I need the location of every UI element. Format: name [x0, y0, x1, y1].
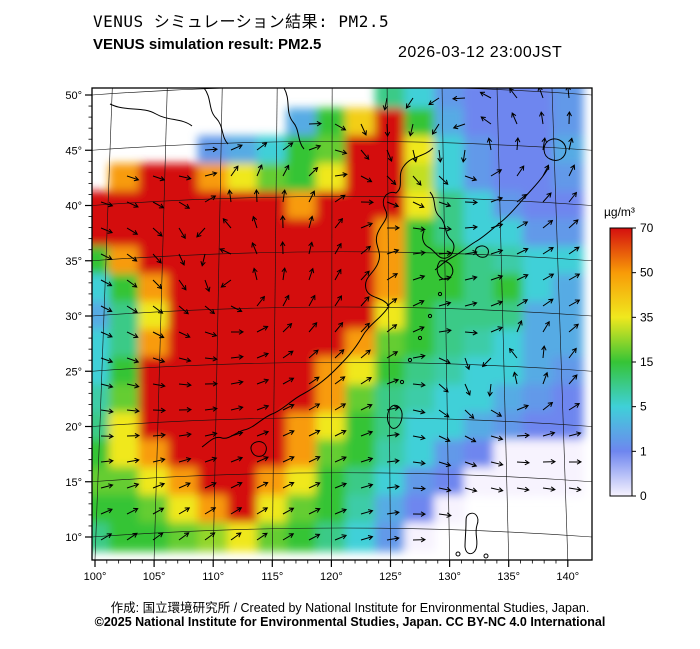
lat-tick-label: 35°: [65, 256, 82, 268]
coastline: [250, 441, 267, 457]
graticule-meridian: [496, 88, 509, 560]
graticule-meridian: [441, 88, 450, 560]
coastline: [475, 245, 489, 258]
colorbar-tick-label: 15: [640, 355, 654, 369]
graticule: [92, 88, 592, 560]
island-outline: [417, 335, 423, 341]
coastlines: [109, 88, 567, 559]
graticule-parallel: [92, 140, 592, 151]
graticule-parallel: [92, 251, 592, 262]
lat-tick-label: 25°: [65, 366, 82, 378]
lat-tick-label: 40°: [65, 201, 82, 213]
graticule-parallel: [92, 88, 592, 96]
timestamp: 2026-03-12 23:00JST: [398, 44, 563, 61]
coastline: [387, 404, 403, 429]
island-outline: [399, 379, 405, 385]
graticule-parallel: [92, 417, 592, 427]
lon-tick-label: 105°: [143, 571, 166, 583]
coastline: [201, 147, 434, 448]
license-line: ©2025 National Institute for Environment…: [94, 615, 606, 629]
graticule-parallel: [92, 196, 592, 206]
coastline: [203, 88, 229, 145]
colorbar: 70 50 35 15 5 1 0 µg/m³: [604, 205, 654, 503]
coastline: [434, 166, 550, 271]
colorbar-tick-label: 50: [640, 266, 654, 280]
lon-tick-label: 130°: [438, 571, 461, 583]
colorbar-tick-label: 5: [640, 400, 647, 414]
colorbar-tick-label: 0: [640, 489, 647, 503]
lon-tick-label: 115°: [261, 571, 283, 583]
lat-tick-label: 50°: [65, 90, 82, 102]
graticule-parallel: [92, 472, 592, 483]
lat-tick-label: 45°: [65, 145, 82, 157]
lat-tick-label: 20°: [65, 422, 82, 434]
lat-tick-label: 10°: [65, 532, 82, 544]
lat-tick-label: 15°: [65, 477, 82, 489]
wind-vector-layer: [100, 88, 583, 543]
graticule-meridian: [272, 88, 278, 560]
graticule-meridian: [331, 88, 333, 560]
lat-tick-label: 30°: [65, 311, 82, 323]
lon-tick-label: 140°: [556, 571, 579, 583]
graticule-meridian: [153, 88, 168, 560]
colorbar-tick-label: 35: [640, 310, 654, 324]
coastline: [422, 191, 455, 259]
graticule-meridian: [386, 88, 391, 560]
colorbar-unit-label: µg/m³: [604, 205, 635, 219]
graticule-meridian: [212, 88, 223, 560]
map-frame: [91, 87, 593, 561]
coastline: [436, 260, 454, 280]
lon-tick-label: 100°: [84, 571, 107, 583]
graticule-meridian: [551, 88, 569, 560]
island-outline: [483, 553, 489, 559]
colorbar-tick-label: 1: [640, 444, 647, 458]
island-outline: [427, 313, 433, 319]
island-outline: [455, 551, 461, 557]
graticule-meridian: [94, 88, 113, 560]
wind-arrows: [100, 88, 583, 543]
lon-tick-label: 125°: [379, 571, 402, 583]
colorbar-tick-label: 70: [640, 221, 654, 235]
credit-line: 作成: 国立環境研究所 / Created by National Instit…: [110, 601, 590, 615]
lon-tick-label: 110°: [202, 571, 224, 583]
coastline: [109, 103, 193, 127]
lon-tick-label: 120°: [320, 571, 343, 583]
island-outline: [407, 357, 413, 363]
title-english: VENUS simulation result: PM2.5: [93, 36, 322, 53]
coastline: [464, 512, 479, 555]
coastline: [543, 138, 567, 161]
colorbar-gradient: [609, 227, 633, 497]
axis-ticks-and-labels: 50° 45° 40° 35° 30° 25° 20° 15° 10° 100° 105° 110° 1…: [65, 90, 579, 583]
island-outline: [437, 291, 443, 297]
coastline: [283, 88, 305, 150]
title-japanese: VENUS シミュレーション結果: PM2.5: [93, 12, 390, 31]
lon-tick-label: 135°: [497, 571, 520, 583]
